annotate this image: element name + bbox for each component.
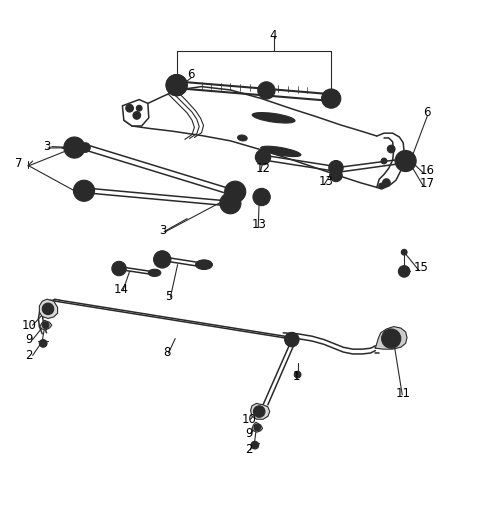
Polygon shape (122, 100, 149, 126)
Polygon shape (252, 422, 263, 432)
Circle shape (166, 75, 187, 96)
Circle shape (398, 266, 410, 277)
Circle shape (136, 105, 142, 111)
Text: 11: 11 (396, 388, 411, 400)
Circle shape (322, 89, 341, 108)
Circle shape (387, 145, 395, 153)
Circle shape (253, 406, 265, 417)
Circle shape (333, 164, 339, 171)
Circle shape (172, 80, 181, 90)
Circle shape (401, 249, 407, 255)
Circle shape (226, 198, 235, 208)
Text: 15: 15 (414, 261, 429, 274)
Circle shape (255, 150, 271, 165)
Circle shape (254, 424, 261, 431)
Circle shape (326, 94, 336, 103)
Circle shape (257, 193, 266, 201)
Circle shape (230, 187, 240, 196)
Circle shape (225, 181, 246, 203)
Circle shape (395, 151, 416, 172)
Circle shape (294, 371, 301, 378)
Circle shape (381, 158, 387, 164)
Circle shape (220, 193, 241, 214)
Text: 10: 10 (241, 413, 256, 426)
Text: 3: 3 (159, 224, 167, 237)
Polygon shape (39, 299, 58, 319)
Text: 5: 5 (165, 290, 173, 303)
Circle shape (116, 265, 122, 272)
Circle shape (154, 251, 171, 268)
Text: 16: 16 (420, 164, 435, 177)
Circle shape (330, 169, 342, 181)
Circle shape (39, 340, 47, 347)
Text: 6: 6 (423, 106, 431, 119)
Circle shape (383, 179, 390, 187)
Text: 13: 13 (319, 175, 334, 188)
Text: 13: 13 (252, 218, 266, 231)
Text: 7: 7 (15, 157, 23, 170)
Ellipse shape (238, 135, 247, 141)
Circle shape (166, 75, 187, 96)
Circle shape (70, 143, 79, 152)
Circle shape (256, 409, 262, 414)
Ellipse shape (148, 269, 161, 277)
Circle shape (288, 336, 295, 343)
Text: 9: 9 (25, 333, 33, 346)
Circle shape (253, 188, 270, 206)
Text: 2: 2 (245, 444, 252, 456)
Text: 3: 3 (43, 140, 51, 153)
Polygon shape (40, 320, 52, 330)
Circle shape (262, 86, 271, 95)
Circle shape (259, 153, 267, 161)
Ellipse shape (261, 146, 301, 157)
Circle shape (382, 329, 401, 348)
Polygon shape (251, 403, 270, 419)
Circle shape (401, 156, 410, 166)
Text: 10: 10 (22, 319, 36, 332)
Circle shape (42, 303, 54, 315)
Circle shape (112, 261, 126, 276)
Ellipse shape (196, 260, 212, 269)
Text: 1: 1 (293, 370, 300, 382)
Circle shape (329, 160, 343, 175)
Circle shape (64, 137, 85, 158)
Text: 4: 4 (270, 29, 277, 42)
Ellipse shape (252, 113, 295, 123)
Circle shape (200, 261, 208, 269)
Circle shape (133, 112, 141, 119)
Circle shape (45, 306, 51, 311)
Circle shape (379, 183, 384, 189)
Circle shape (42, 322, 49, 328)
Circle shape (158, 255, 167, 264)
Text: 12: 12 (255, 162, 271, 175)
Text: 14: 14 (113, 283, 129, 296)
Circle shape (81, 143, 90, 152)
Circle shape (251, 442, 259, 449)
Circle shape (285, 333, 299, 347)
Text: 17: 17 (420, 177, 435, 190)
Circle shape (258, 82, 275, 99)
Text: 8: 8 (163, 345, 171, 359)
Circle shape (386, 334, 396, 343)
Circle shape (73, 180, 95, 201)
Text: 9: 9 (245, 427, 252, 440)
Circle shape (126, 104, 133, 112)
Text: 6: 6 (187, 68, 195, 81)
Circle shape (79, 186, 89, 195)
Text: 2: 2 (25, 349, 33, 362)
Polygon shape (375, 326, 407, 349)
